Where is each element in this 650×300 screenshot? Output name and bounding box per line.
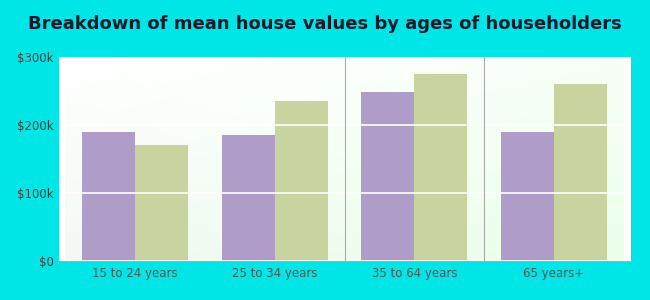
- Bar: [414, 74, 467, 261]
- Bar: [500, 132, 554, 261]
- Bar: [135, 146, 188, 261]
- Text: Breakdown of mean house values by ages of householders: Breakdown of mean house values by ages o…: [28, 15, 622, 33]
- Bar: [222, 135, 275, 261]
- Bar: [361, 92, 414, 261]
- Bar: [82, 132, 135, 261]
- Bar: [275, 101, 328, 261]
- Bar: [554, 84, 607, 261]
